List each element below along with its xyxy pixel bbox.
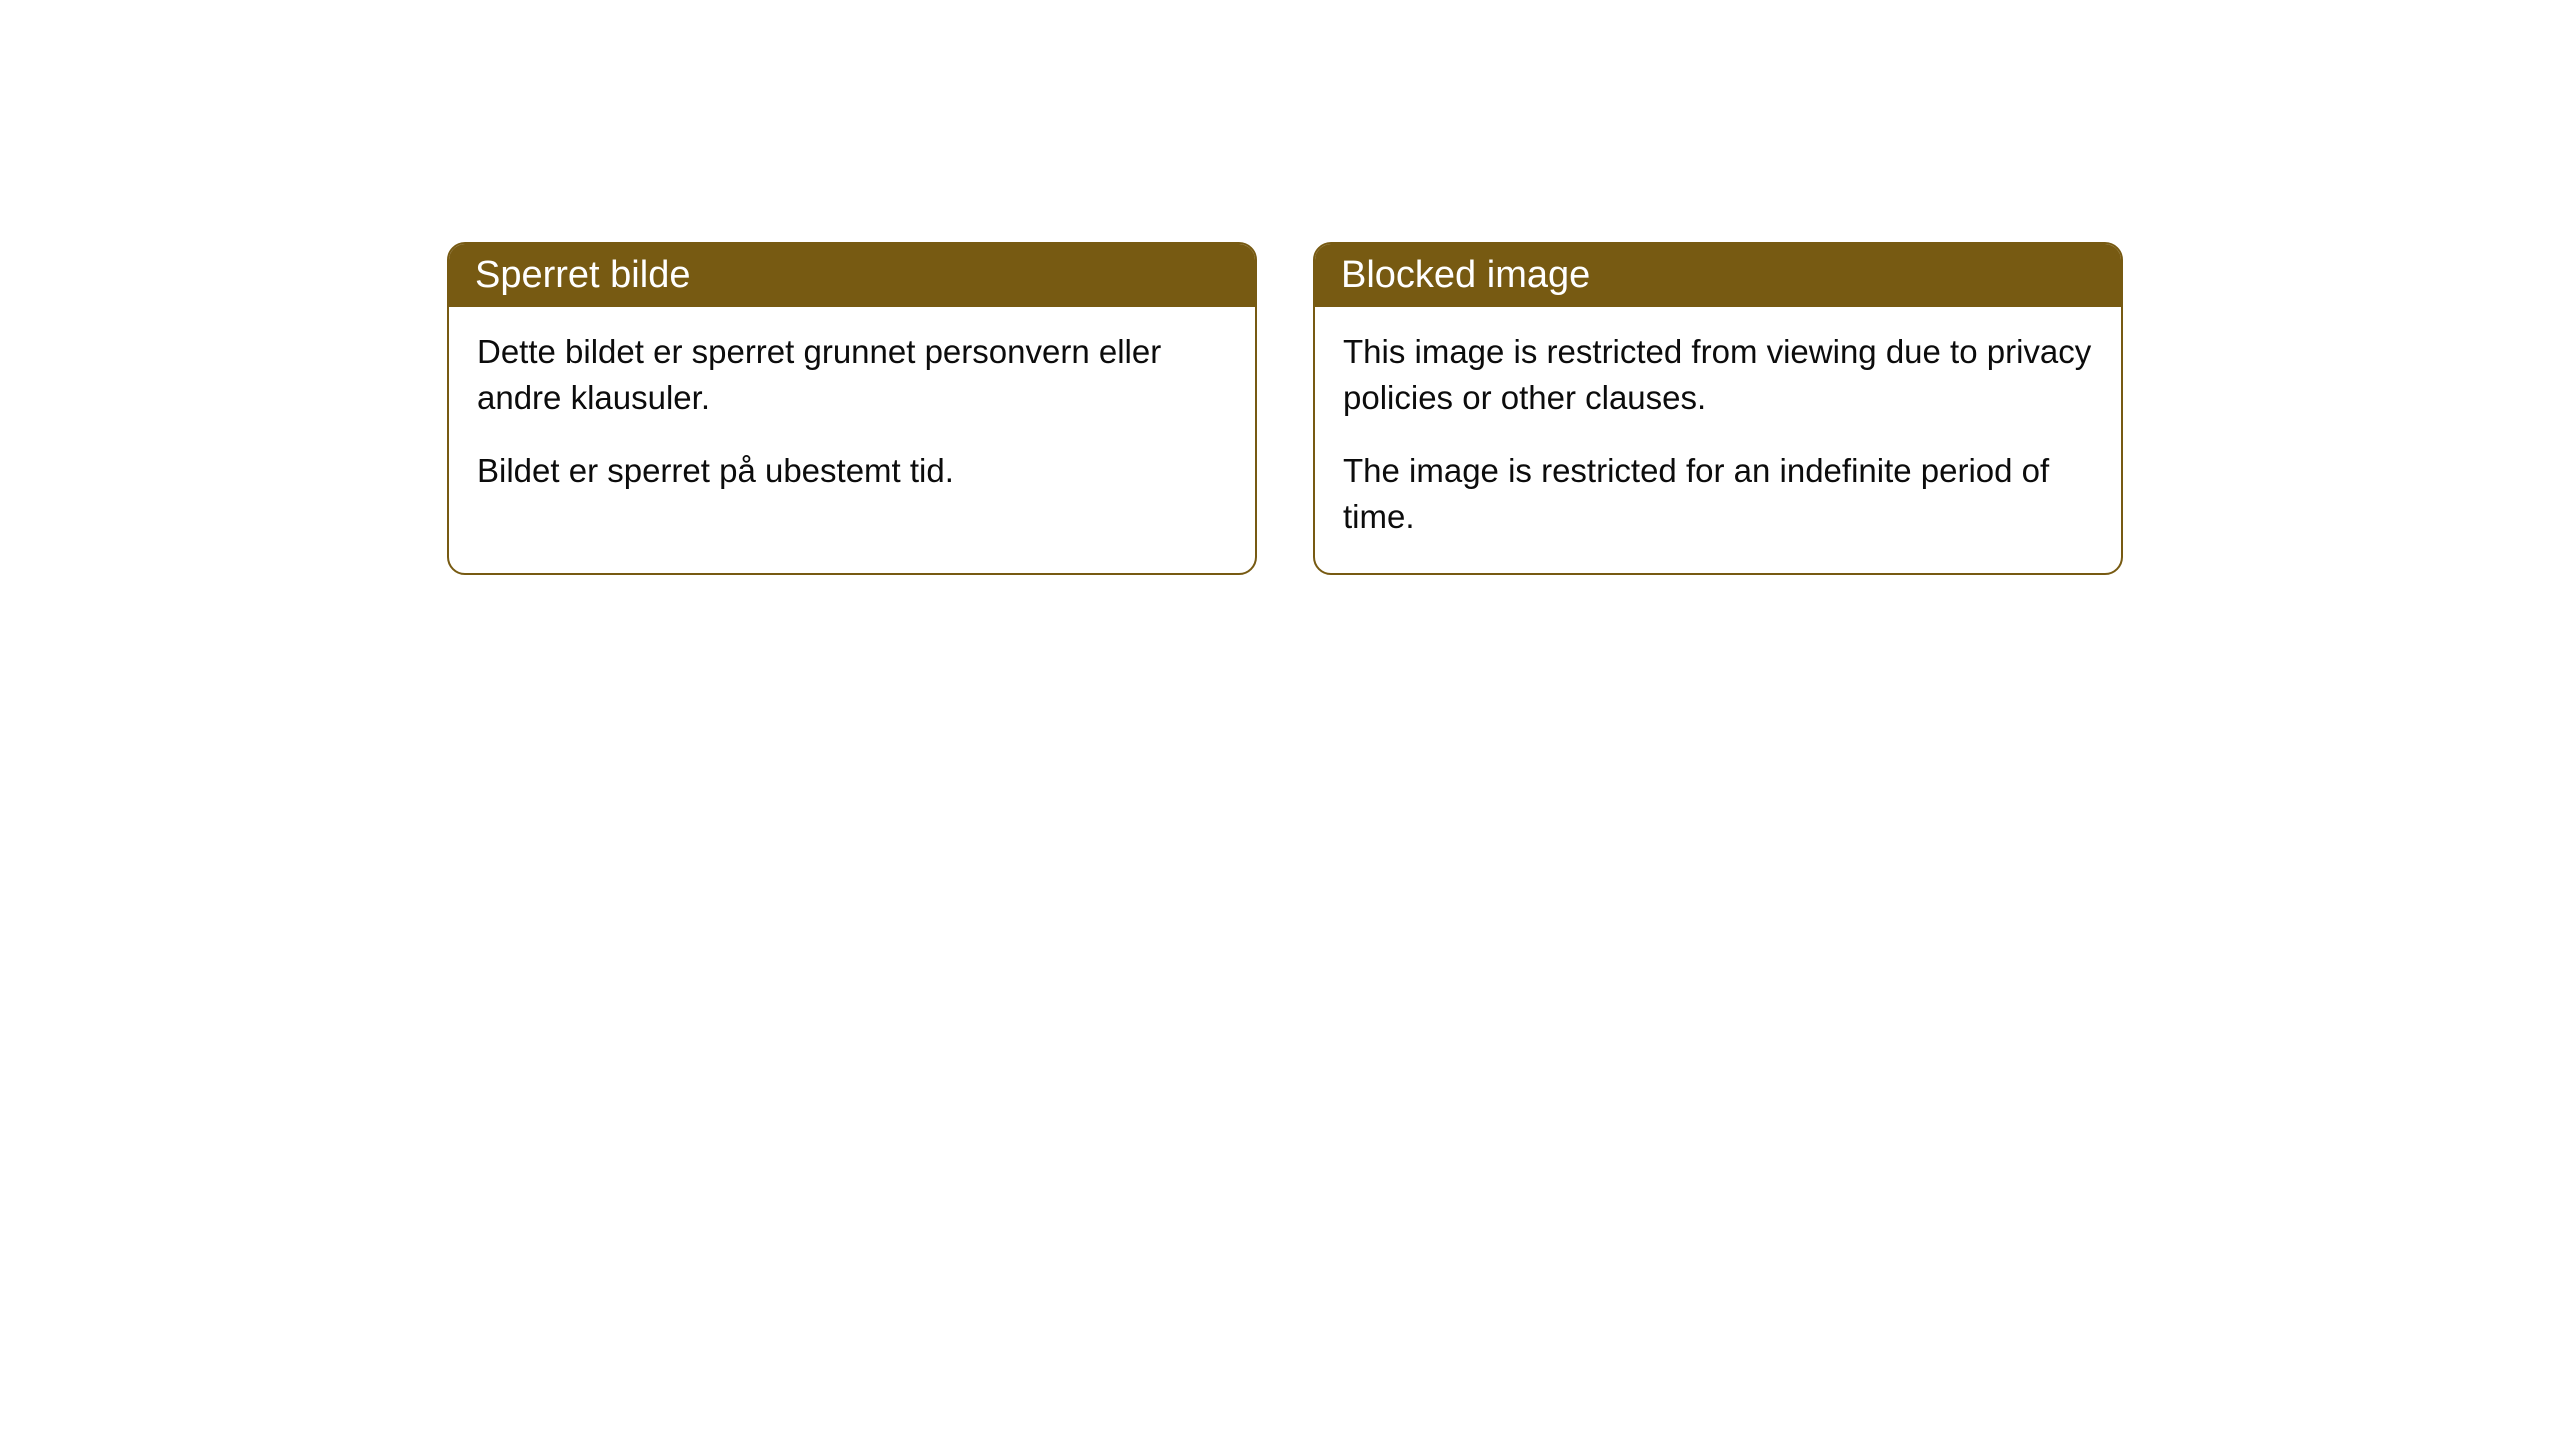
card-header: Sperret bilde — [449, 244, 1255, 307]
card-body: Dette bildet er sperret grunnet personve… — [449, 307, 1255, 528]
card-paragraph: Dette bildet er sperret grunnet personve… — [477, 329, 1227, 420]
card-header: Blocked image — [1315, 244, 2121, 307]
card-title: Sperret bilde — [475, 254, 690, 296]
card-paragraph: Bildet er sperret på ubestemt tid. — [477, 448, 1227, 494]
blocked-image-card-norwegian: Sperret bilde Dette bildet er sperret gr… — [447, 242, 1257, 575]
card-paragraph: The image is restricted for an indefinit… — [1343, 448, 2093, 539]
cards-container: Sperret bilde Dette bildet er sperret gr… — [447, 242, 2123, 575]
card-title: Blocked image — [1341, 254, 1590, 296]
blocked-image-card-english: Blocked image This image is restricted f… — [1313, 242, 2123, 575]
card-body: This image is restricted from viewing du… — [1315, 307, 2121, 573]
card-paragraph: This image is restricted from viewing du… — [1343, 329, 2093, 420]
